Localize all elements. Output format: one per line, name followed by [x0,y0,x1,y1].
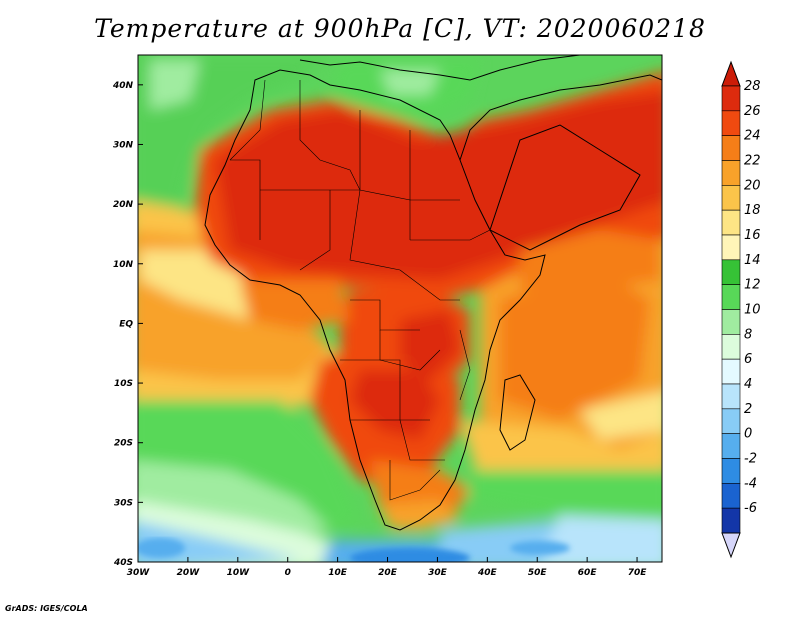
colorbar-label: 16 [744,228,761,243]
map-title: Temperature at 900hPa [C], VT: 202006021… [94,14,706,43]
colorbar-swatch [721,408,741,434]
colorbar-swatch [721,383,741,410]
lon-tick-label: 60E [578,568,598,578]
colorbar-label: -6 [744,501,757,516]
colorbar-swatch [721,110,741,136]
country-borders [229,79,491,501]
colorbar-label: 8 [744,327,752,342]
colorbar-label: 14 [744,253,761,268]
lat-tick-label: 20N [113,200,134,210]
colorbar-label: 0 [744,427,752,442]
colorbar-label: 26 [744,104,761,119]
lat-tick-label: 30N [113,140,134,150]
colorbar-bottom-arrow [721,532,741,559]
colorbar-swatch [721,483,741,509]
lon-tick-label: 30W [127,568,151,578]
colorbar-label: 2 [744,402,752,417]
lon-tick-label: 10E [328,568,348,578]
temperature-field [138,55,662,562]
lat-tick-label: 30S [114,498,133,508]
colorbar-label: 22 [744,154,761,169]
lon-tick-label: 40E [477,568,498,578]
colorbar-swatch [721,85,741,112]
colorbar-swatch [721,160,741,186]
lon-tick-label: 10W [227,568,251,578]
colorbar-swatch [721,209,741,236]
colorbar-label: 10 [744,303,761,318]
colorbar-label: 6 [744,352,752,367]
lat-tick-label: 10S [114,379,133,389]
lat-tick-label: 20S [114,439,133,449]
colorbar-swatch [721,234,741,261]
colorbar-swatch [721,433,741,459]
colorbar-swatch [721,309,741,335]
colorbar-swatch [721,358,741,385]
latitude-axis: 40N 30N 20N 10N EQ 10S 20S 30S 40S [112,81,143,568]
lon-tick-label: 0 [285,568,291,578]
lon-tick-label: 30E [428,568,448,578]
lat-tick-label: 40S [113,558,133,568]
lat-tick-label: 40N [112,81,134,91]
coastlines [204,55,662,531]
colorbar-label: 12 [744,278,761,293]
lat-tick-label: EQ [119,319,133,329]
map-frame [137,54,663,563]
lon-tick-label: 70E [628,568,648,578]
colorbar-swatch [721,507,741,534]
lon-tick-label: 50E [528,568,548,578]
colorbar-label: 28 [744,79,761,94]
colorbar-swatch [721,185,741,211]
colorbar-swatch [721,259,741,285]
colorbar-swatch [721,334,741,360]
colorbar-label: -2 [744,452,757,467]
lat-tick-label: 10N [113,260,134,270]
colorbar-swatch [721,458,741,484]
colorbar-swatch [721,135,741,161]
colorbar-label: 18 [744,203,761,218]
colorbar-label: 20 [744,178,761,193]
colorbar-swatch [721,284,741,310]
lon-tick-label: 20E [378,568,398,578]
colorbar-label: -4 [744,476,757,491]
colorbar-label: 4 [744,377,752,392]
lon-tick-label: 20W [177,568,201,578]
colorbar-label: 24 [744,129,761,144]
grads-credit: GrADS: IGES/COLA [5,604,88,613]
colorbar-top-arrow [721,60,741,87]
longitude-axis: 30W 20W 10W 0 10E 20E 30E 40E 50E 60E 70E [127,557,647,578]
